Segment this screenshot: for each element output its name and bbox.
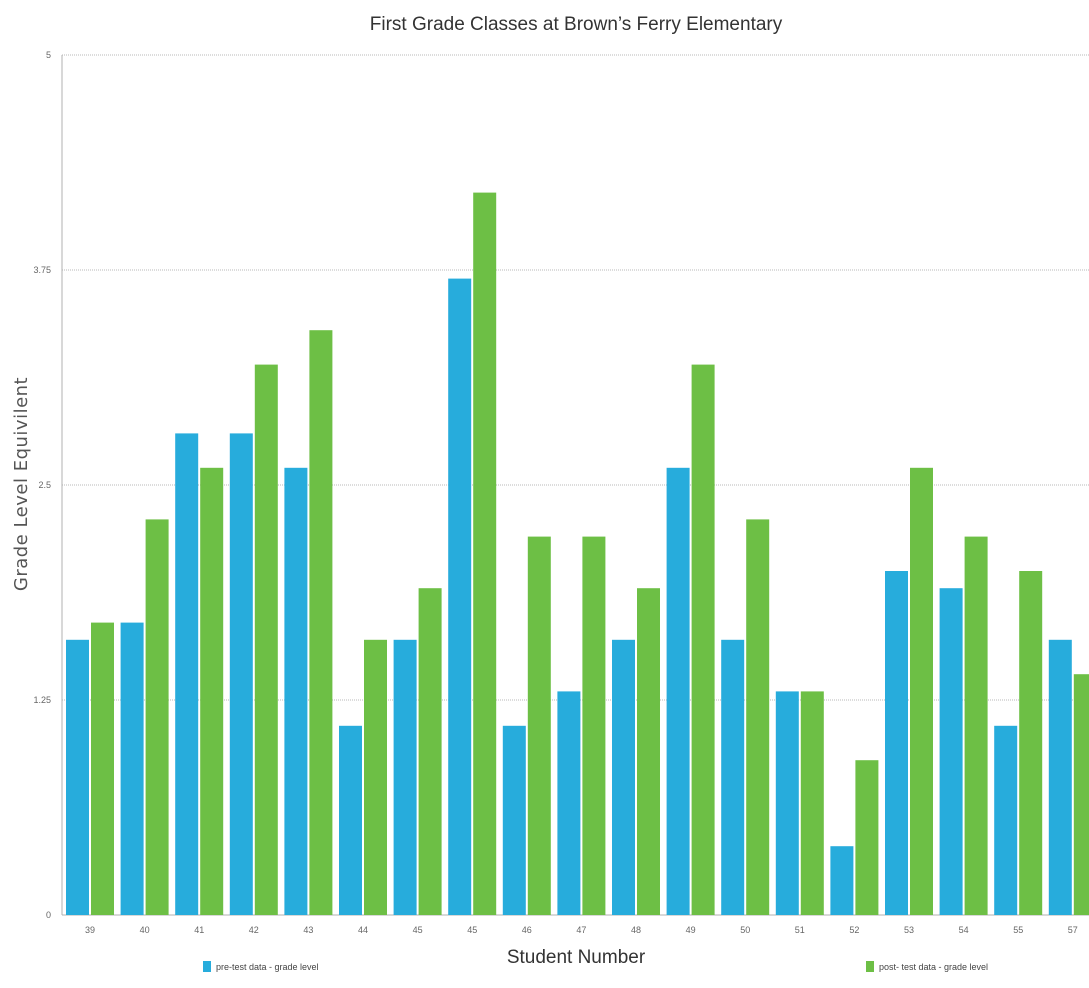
x-tick-label: 55 <box>1013 925 1023 935</box>
post-test-bar-14 <box>855 760 879 915</box>
legend-swatch <box>203 961 211 972</box>
legend-swatch <box>866 961 874 972</box>
post-test-bar-2 <box>200 467 224 915</box>
post-test-bar-18 <box>1073 674 1089 915</box>
y-axis-label: Grade Level Equivilent <box>11 377 32 591</box>
x-tick-label: 48 <box>631 925 641 935</box>
y-tick-label: 5 <box>46 50 51 60</box>
chart-title: First Grade Classes at Brown’s Ferry Ele… <box>370 14 783 35</box>
legend: pre-test data - grade level post- test da… <box>203 961 988 972</box>
post-test-bar-0 <box>91 622 114 915</box>
post-test-bar-11 <box>691 364 715 916</box>
pre-test-bar-1 <box>120 622 144 915</box>
post-test-bar-7 <box>473 192 497 916</box>
pre-test-bar-12 <box>721 639 745 915</box>
post-test-bar-10 <box>637 588 660 915</box>
legend-item-post-test: post- test data - grade level <box>866 961 988 972</box>
pre-test-bar-2 <box>175 433 199 915</box>
pre-test-bar-5 <box>339 725 362 915</box>
pre-test-bar-4 <box>284 467 308 915</box>
post-test-bar-8 <box>527 536 551 915</box>
x-tick-label: 47 <box>576 925 586 935</box>
post-test-bar-4 <box>309 330 333 915</box>
x-axis-ticks: 39 40 41 42 43 44 45 45 46 47 48 49 50 51 52 53 54 55 57 <box>85 925 1078 935</box>
post-test-bar-17 <box>1019 571 1043 915</box>
x-tick-label: 53 <box>904 925 914 935</box>
pre-test-bar-16 <box>939 588 963 915</box>
y-axis-ticks: 0 1.25 2.5 3.75 5 <box>33 50 51 920</box>
x-tick-label: 51 <box>795 925 805 935</box>
x-tick-label: 54 <box>959 925 969 935</box>
pre-test-bar-6 <box>393 639 417 915</box>
post-test-bar-15 <box>910 467 933 915</box>
pre-test-bar-10 <box>612 639 635 915</box>
pre-test-bar-15 <box>885 571 908 915</box>
x-tick-label: 40 <box>140 925 150 935</box>
post-test-bar-5 <box>364 639 387 915</box>
x-tick-label: 45 <box>467 925 477 935</box>
post-test-bar-9 <box>582 536 606 915</box>
x-tick-label: 49 <box>686 925 696 935</box>
pre-test-bar-11 <box>666 467 690 915</box>
x-tick-label: 46 <box>522 925 532 935</box>
pre-test-bar-18 <box>1048 639 1072 915</box>
y-tick-label: 3.75 <box>33 265 51 275</box>
post-test-bar-13 <box>800 691 824 915</box>
pre-test-bar-8 <box>502 725 526 915</box>
bars <box>66 192 1089 916</box>
post-test-bar-1 <box>145 519 169 915</box>
pre-test-bar-14 <box>830 846 854 915</box>
legend-label: pre-test data - grade level <box>216 962 319 972</box>
x-tick-label: 52 <box>849 925 859 935</box>
post-test-bar-16 <box>964 536 988 915</box>
x-tick-label: 45 <box>413 925 423 935</box>
x-tick-label: 39 <box>85 925 95 935</box>
x-tick-label: 50 <box>740 925 750 935</box>
x-tick-label: 57 <box>1068 925 1078 935</box>
pre-test-bar-0 <box>66 639 89 915</box>
pre-test-bar-9 <box>557 691 581 915</box>
x-axis-label: Student Number <box>507 947 646 968</box>
y-tick-label: 1.25 <box>33 695 51 705</box>
pre-test-bar-13 <box>775 691 799 915</box>
post-test-bar-6 <box>418 588 442 915</box>
x-tick-label: 41 <box>194 925 204 935</box>
pre-test-bar-17 <box>994 725 1018 915</box>
post-test-bar-12 <box>746 519 770 915</box>
legend-item-pre-test: pre-test data - grade level <box>203 961 319 972</box>
x-tick-label: 42 <box>249 925 259 935</box>
pre-test-bar-3 <box>229 433 253 915</box>
x-tick-label: 44 <box>358 925 368 935</box>
y-tick-label: 2.5 <box>38 480 51 490</box>
pre-test-bar-7 <box>448 278 472 916</box>
post-test-bar-3 <box>254 364 278 916</box>
x-tick-label: 43 <box>303 925 313 935</box>
y-tick-label: 0 <box>46 910 51 920</box>
legend-label: post- test data - grade level <box>879 962 988 972</box>
